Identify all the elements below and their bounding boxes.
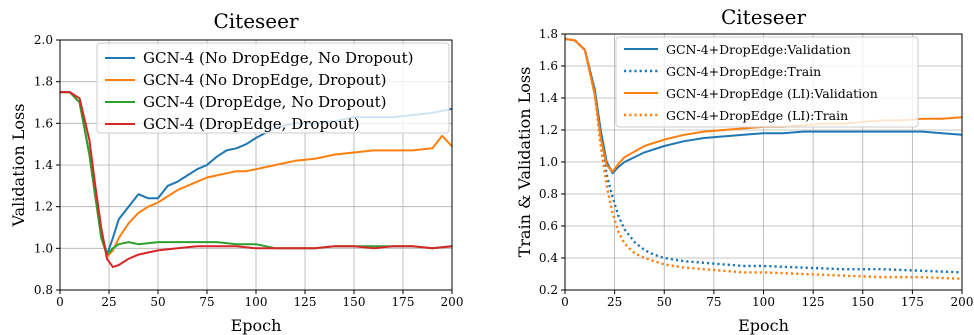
y-tick-label: 1.2 (539, 123, 558, 137)
series-line-4 (565, 37, 962, 280)
x-tick-label: 175 (392, 295, 415, 309)
y-tick-label: 1.4 (34, 158, 53, 172)
legend-box (96, 42, 450, 134)
y-tick-label: 0.2 (539, 283, 558, 297)
chart-right-train-validation-loss: 0 25 50 75 100 125 150 175 200 0.2 0.4 0.6 0.8 1.0 1.2… (515, 5, 973, 335)
legend-label: GCN-4 (DropEdge, No Dropout) (143, 93, 387, 111)
y-tick-label: 1.6 (539, 59, 558, 73)
y-tick-label: 0.6 (539, 219, 558, 233)
legend-label: GCN-4 (No DropEdge, No Dropout) (143, 49, 413, 67)
x-tick-label: 100 (245, 295, 268, 309)
legend-label: GCN-4 (No DropEdge, Dropout) (143, 71, 387, 89)
x-tick-label: 25 (101, 295, 116, 309)
y-tick-label: 1.8 (34, 75, 53, 89)
y-tick-label: 1.8 (539, 27, 558, 41)
x-tick-label: 50 (657, 295, 672, 309)
y-tick-label: 1.0 (539, 155, 558, 169)
legend-right: GCN-4+DropEdge:Validation GCN-4+DropEdge:… (615, 36, 919, 128)
x-tick-label: 25 (607, 295, 622, 309)
x-tick-label: 100 (752, 295, 775, 309)
legend-label: GCN-4+DropEdge:Validation (666, 42, 851, 57)
series-line-1 (565, 37, 962, 175)
y-tick-label: 0.4 (539, 251, 558, 265)
legend-box (615, 36, 919, 128)
x-tick-label: 50 (150, 295, 165, 309)
x-tick-label: 150 (851, 295, 874, 309)
x-tick-label: 125 (294, 295, 317, 309)
x-tick-label: 75 (706, 295, 721, 309)
y-axis-label-left: Validation Loss (9, 104, 28, 228)
x-tick-label: 200 (951, 295, 974, 309)
x-axis-label-right: Epoch (738, 316, 789, 335)
x-tick-label: 125 (802, 295, 825, 309)
series-line-4 (60, 91, 452, 269)
legend-left: GCN-4 (No DropEdge, No Dropout) GCN-4 (No… (96, 42, 450, 134)
y-tick-label: 2.0 (34, 33, 53, 47)
chart-title-left: Citeseer (213, 9, 299, 33)
x-tick-label: 175 (901, 295, 924, 309)
y-tick-label: 1.6 (34, 116, 53, 130)
chart-title-right: Citeseer (721, 5, 807, 29)
x-tick-label: 200 (441, 295, 464, 309)
x-tick-label: 150 (343, 295, 366, 309)
series-line-2 (565, 37, 962, 274)
x-tick-label: 0 (561, 295, 569, 309)
x-tick-label: 75 (199, 295, 214, 309)
legend-label: GCN-4+DropEdge (LI):Validation (666, 86, 878, 101)
y-tick-label: 1.2 (34, 200, 53, 214)
y-tick-label: 0.8 (539, 187, 558, 201)
x-axis-label-left: Epoch (231, 316, 282, 335)
y-tick-label: 1.4 (539, 91, 558, 105)
y-tick-label: 1.0 (34, 241, 53, 255)
legend-label: GCN-4+DropEdge:Train (666, 64, 821, 79)
series-line-3 (60, 91, 452, 256)
legend-label: GCN-4+DropEdge (LI):Train (666, 108, 848, 123)
y-tick-label: 0.8 (34, 283, 53, 297)
y-axis-label-right: Train & Validation Loss (515, 67, 534, 258)
chart-left-validation-loss: 0 25 50 75 100 125 150 175 200 0.8 1.0 1.2 1.4 1.6 1.8… (9, 9, 463, 335)
x-tick-label: 0 (56, 295, 64, 309)
legend-label: GCN-4 (DropEdge, Dropout) (143, 115, 360, 133)
